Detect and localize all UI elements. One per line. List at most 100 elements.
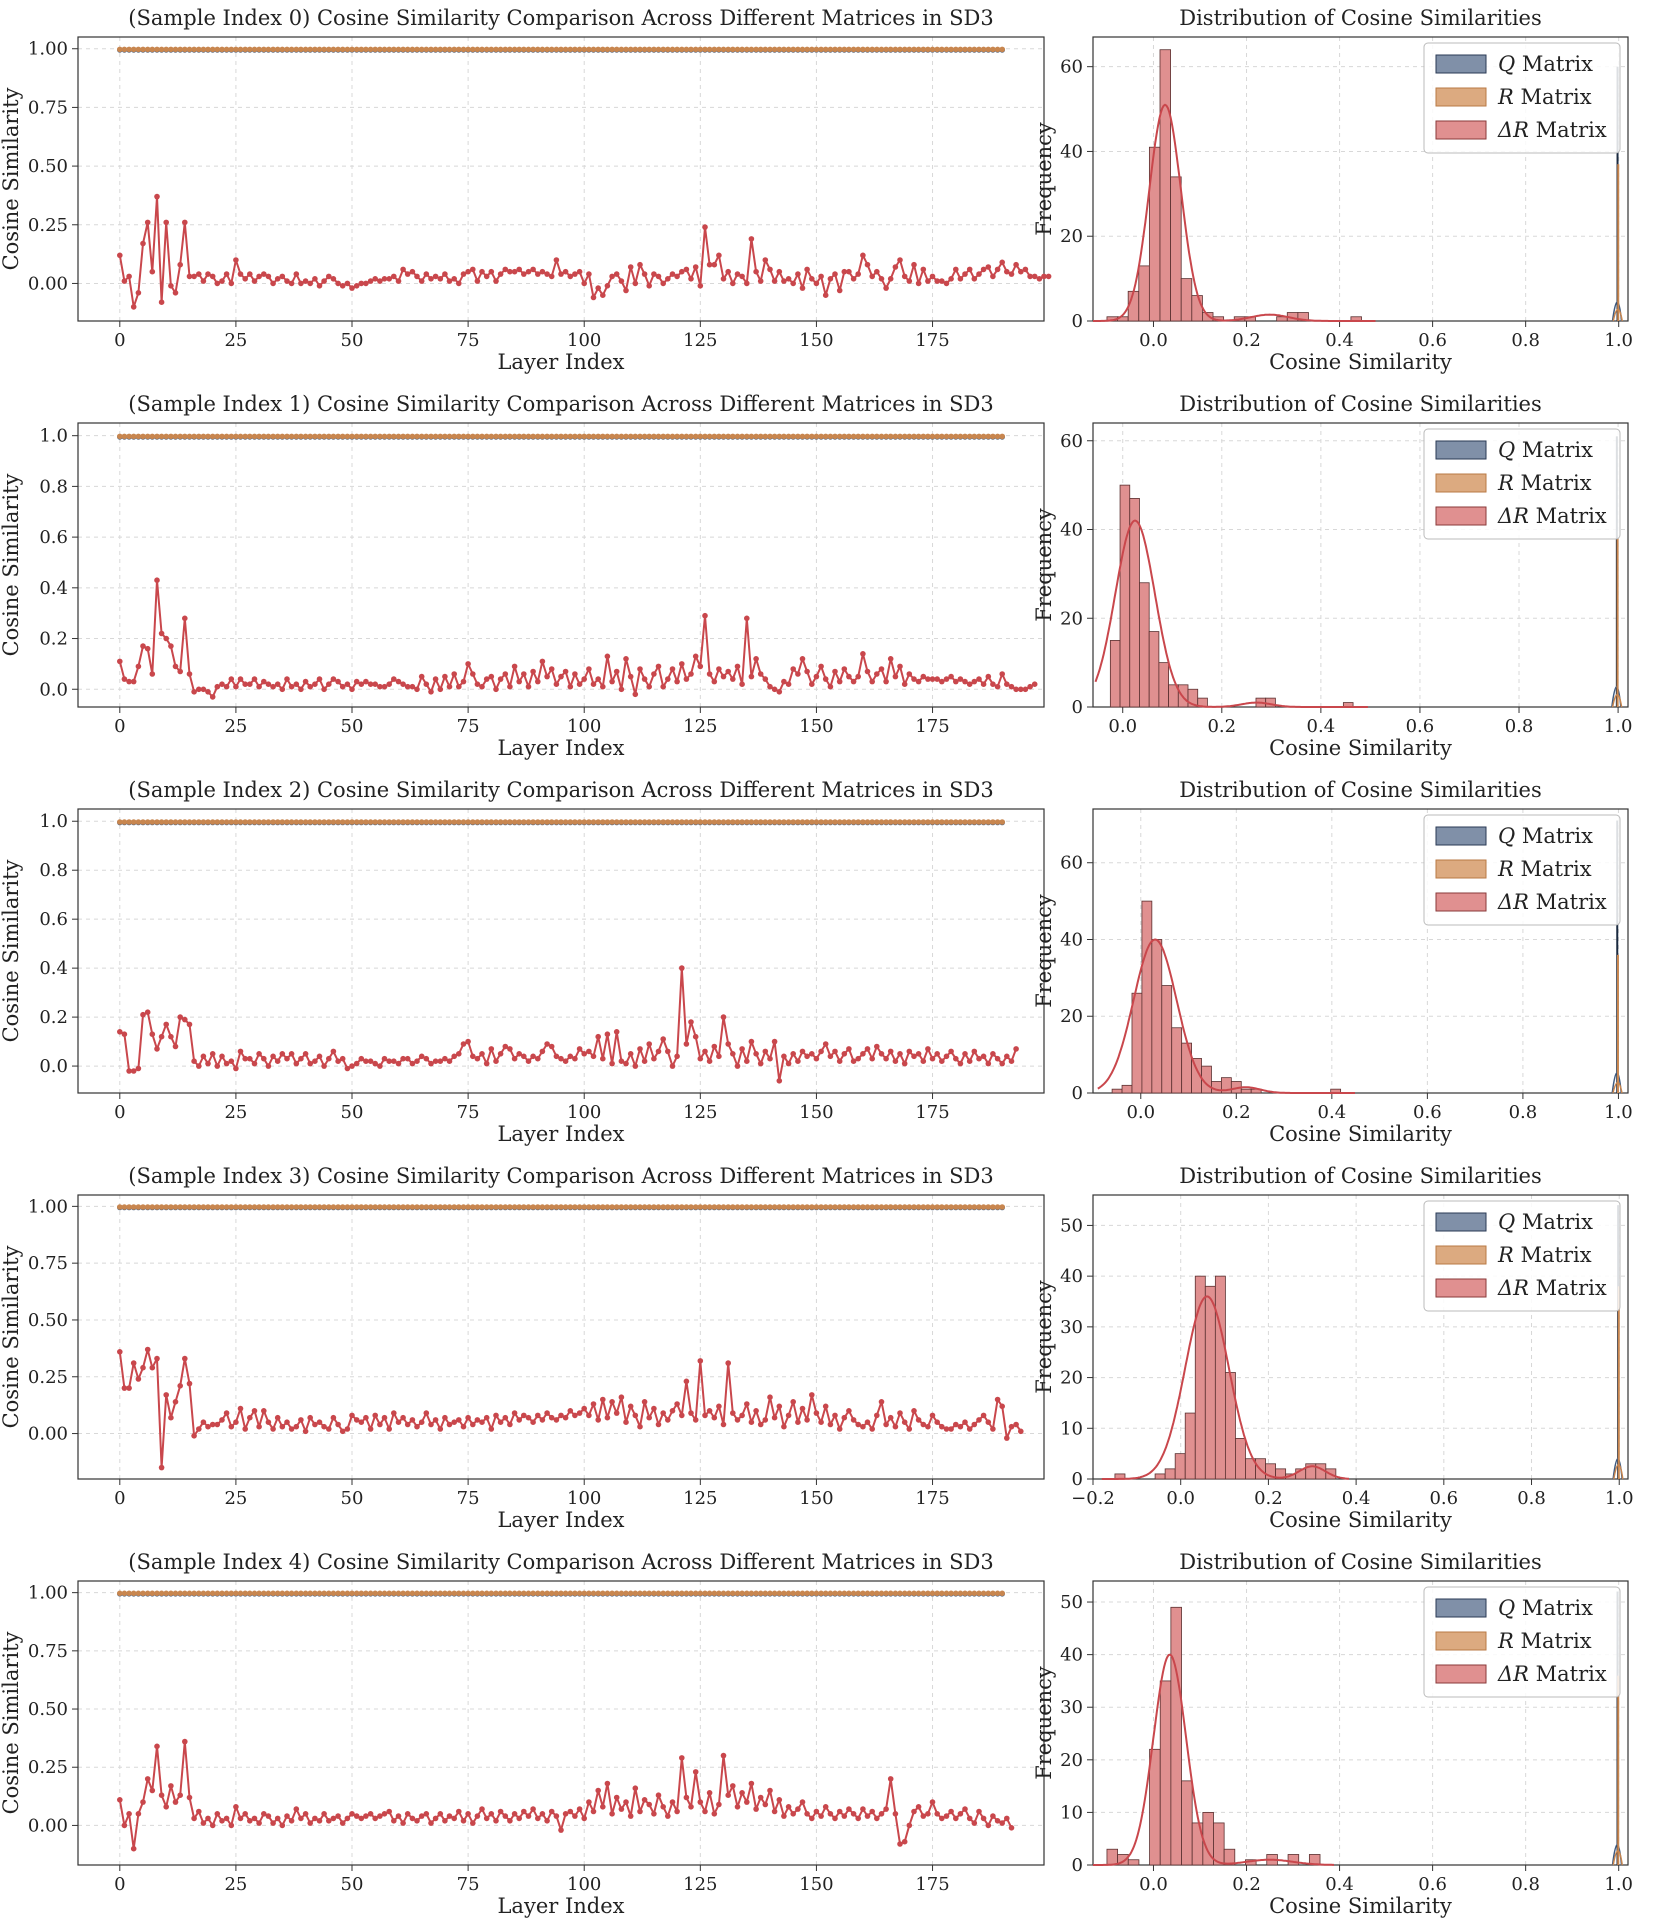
data-point-r: [637, 1204, 643, 1210]
data-point-r: [121, 1204, 128, 1210]
x-axis-label: Layer Index: [497, 1508, 624, 1532]
data-point-dr: [553, 1053, 560, 1060]
data-point-r: [855, 433, 861, 440]
data-point-r: [702, 1590, 708, 1597]
data-point-r: [298, 819, 304, 825]
data-point-dr: [548, 666, 555, 672]
y-axis-label: Cosine Similarity: [0, 1631, 23, 1814]
data-point-dr: [381, 1055, 388, 1062]
data-point-dr: [219, 1818, 225, 1824]
data-point-dr: [688, 671, 694, 677]
data-point-dr: [980, 1412, 987, 1419]
data-point-dr: [822, 1403, 829, 1410]
data-point-r: [897, 819, 903, 825]
data-point-r: [312, 1590, 318, 1597]
data-point-r: [451, 819, 458, 825]
data-point-r: [943, 1590, 950, 1597]
data-point-r: [363, 46, 369, 53]
data-point-r: [869, 433, 875, 440]
data-point-dr: [497, 1419, 504, 1425]
data-point-r: [753, 1590, 759, 1597]
data-point-r: [530, 1590, 536, 1597]
histogram-bar-delta-r: [1171, 1027, 1183, 1094]
data-point-r: [632, 1590, 639, 1597]
data-point-r: [609, 433, 615, 440]
data-point-r: [511, 1590, 518, 1597]
legend-symbol: R: [1497, 471, 1514, 495]
data-point-r: [321, 1204, 327, 1210]
data-point-r: [363, 1590, 369, 1597]
data-point-r: [117, 433, 123, 440]
data-point-r: [437, 46, 444, 53]
data-point-r: [822, 433, 829, 440]
data-point-dr: [586, 1799, 592, 1805]
data-point-dr: [158, 1033, 165, 1040]
data-point-r: [627, 1204, 634, 1210]
data-point-dr: [121, 1822, 128, 1829]
data-point-r: [470, 819, 476, 825]
data-point-dr: [697, 1055, 704, 1062]
data-point-r: [595, 433, 601, 440]
data-point-r: [720, 433, 727, 440]
data-point-r: [544, 433, 550, 440]
data-point-r: [298, 46, 304, 53]
data-point-dr: [744, 280, 750, 287]
data-point-dr: [548, 1043, 555, 1050]
data-point-dr: [716, 666, 722, 672]
data-point-dr: [168, 1414, 174, 1421]
data-point-dr: [781, 1053, 787, 1060]
x-tick-label: 125: [683, 330, 717, 351]
data-point-r: [386, 1590, 393, 1597]
data-point-r: [692, 46, 699, 53]
data-point-dr: [483, 273, 490, 280]
data-point-r: [883, 819, 889, 825]
data-point-dr: [818, 273, 824, 280]
data-point-dr: [874, 268, 880, 275]
data-point-r: [730, 1204, 736, 1210]
x-tick-label: 0.8: [1517, 1488, 1546, 1509]
data-point-dr: [154, 577, 160, 583]
data-point-r: [753, 433, 759, 440]
data-point-dr: [205, 1060, 211, 1067]
data-point-r: [595, 1590, 601, 1597]
data-point-r: [822, 1204, 829, 1210]
legend-swatch-r: [1435, 473, 1487, 493]
data-point-dr: [335, 280, 341, 287]
data-point-r: [209, 433, 216, 440]
data-point-dr: [200, 1419, 207, 1425]
legend-symbol: ΔR: [1497, 890, 1529, 914]
data-point-r: [785, 46, 792, 53]
data-point-r: [442, 46, 448, 53]
data-point-dr: [771, 1038, 778, 1045]
data-point-r: [177, 46, 183, 53]
data-point-r: [669, 1204, 676, 1210]
data-point-dr: [906, 1822, 913, 1829]
data-point-dr: [864, 1419, 871, 1425]
data-point-r: [618, 433, 625, 440]
data-point-dr: [720, 1421, 727, 1428]
y-axis-label: Frequency: [1032, 1666, 1056, 1780]
x-tick-label: 0.4: [1325, 330, 1354, 351]
data-point-r: [720, 819, 727, 825]
data-point-r: [595, 1204, 601, 1210]
data-point-r: [906, 433, 913, 440]
data-point-r: [841, 433, 848, 440]
data-point-r: [809, 46, 815, 53]
data-point-dr: [200, 278, 207, 284]
data-point-r: [618, 1204, 625, 1210]
data-point-r: [929, 819, 936, 825]
x-tick-label: 100: [567, 330, 601, 351]
data-point-dr: [209, 273, 216, 280]
data-point-r: [767, 433, 773, 440]
data-point-dr: [144, 219, 151, 226]
data-point-r: [307, 819, 314, 825]
data-point-r: [948, 819, 954, 825]
data-point-dr: [516, 678, 522, 685]
data-point-r: [191, 46, 197, 53]
data-point-r: [688, 819, 694, 825]
data-point-r: [507, 433, 513, 440]
data-point-dr: [437, 1811, 444, 1817]
data-point-dr: [939, 278, 945, 284]
data-point-dr: [307, 1060, 314, 1067]
data-point-r: [901, 46, 908, 53]
